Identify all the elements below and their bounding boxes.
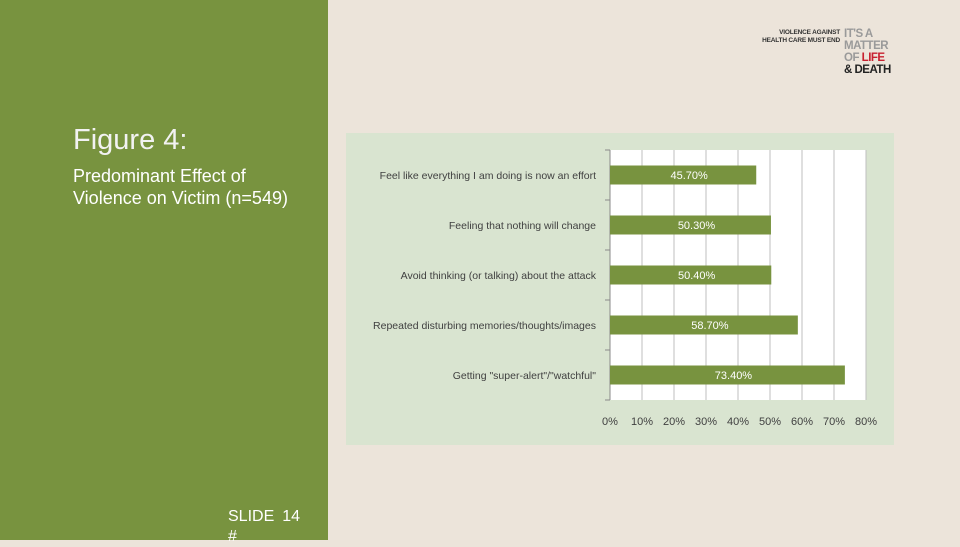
slide-hash: # [228,528,237,545]
category-label: Repeated disturbing memories/thoughts/im… [373,320,596,332]
x-tick-label: 20% [663,416,685,428]
left-panel: Figure 4: Predominant Effect of Violence… [0,0,328,545]
logo-tagline: VIOLENCE AGAINST HEALTH CARE MUST END [760,29,840,45]
logo-wordmark: IT'S A MATTER OF LIFE & DEATH [844,28,904,76]
logo-line4: & DEATH [844,64,891,76]
bar [610,215,771,235]
figure-subtitle: Predominant Effect of Violence on Victim… [73,166,288,208]
data-label: 50.30% [678,220,716,232]
slide-number: SLIDE 14 # [228,507,318,547]
x-tick-label: 30% [695,416,717,428]
data-label: 50.40% [678,270,716,282]
logo-line2: MATTER [844,40,889,52]
bar [610,365,845,385]
x-tick-label: 10% [631,416,653,428]
x-tick-label: 80% [855,416,877,428]
logo-line3: OF LIFE [844,52,904,64]
figure-title: Figure 4: [73,124,188,156]
x-tick-label: 70% [823,416,845,428]
category-label: Feeling that nothing will change [449,220,596,232]
bar [610,265,772,285]
logo-tagline-line2: HEALTH CARE MUST END [762,37,840,44]
category-label: Feel like everything I am doing is now a… [380,170,596,182]
logo-line3b: LIFE [861,52,885,64]
logo-line3a: OF [844,52,862,64]
bar [610,315,798,335]
data-label: 73.40% [715,370,753,382]
logo-line1: IT'S A [844,28,873,40]
x-tick-label: 40% [727,416,749,428]
x-tick-label: 0% [602,416,618,428]
slide-number-value: 14 [282,508,301,525]
slide-label: SLIDE [228,508,275,525]
chart-container: 45.70% Feel like everything I am doing is… [346,133,894,445]
x-tick-label: 50% [759,416,781,428]
bar-chart: 45.70% Feel like everything I am doing is… [373,149,877,428]
logo-tagline-line1: VIOLENCE AGAINST [779,29,840,36]
bar [610,165,757,185]
x-tick-label: 60% [791,416,813,428]
data-label: 45.70% [670,170,708,182]
campaign-logo: VIOLENCE AGAINST HEALTH CARE MUST END IT… [760,28,900,80]
category-label: Avoid thinking (or talking) about the at… [401,270,597,282]
category-label: Getting "super-alert"/"watchful" [453,370,597,382]
data-label: 58.70% [691,320,729,332]
